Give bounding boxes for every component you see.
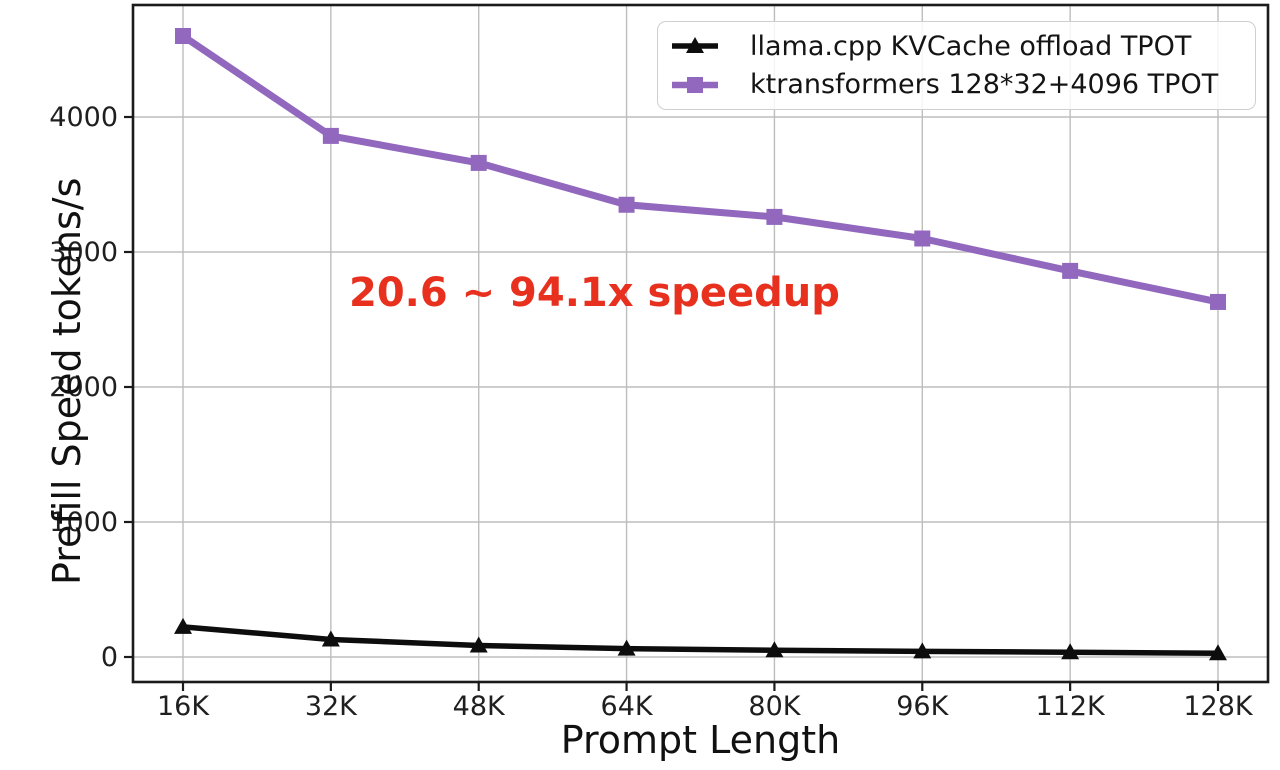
legend: llama.cpp KVCache offload TPOT ktransfor… bbox=[657, 21, 1256, 110]
line-square-marker-icon bbox=[672, 76, 718, 93]
data-point-marker bbox=[617, 639, 636, 656]
data-point-marker bbox=[914, 230, 931, 247]
data-point-marker bbox=[469, 636, 488, 653]
x-tick-label: 112K bbox=[1036, 691, 1107, 722]
data-point-marker bbox=[765, 641, 784, 658]
y-tick-label: 1000 bbox=[49, 507, 118, 538]
legend-label-llama-cpp: llama.cpp KVCache offload TPOT bbox=[750, 30, 1192, 62]
x-tick-label: 48K bbox=[453, 691, 506, 722]
y-tick-label: 4000 bbox=[49, 102, 118, 133]
data-point-marker bbox=[687, 76, 703, 93]
data-point-marker bbox=[1062, 262, 1079, 279]
x-tick-label: 96K bbox=[896, 691, 949, 722]
legend-item-ktransformers: ktransformers 128*32+4096 TPOT bbox=[668, 66, 1245, 104]
data-point-marker bbox=[1061, 643, 1080, 660]
data-point-marker bbox=[174, 617, 192, 634]
line-triangle-marker-icon bbox=[672, 37, 718, 54]
x-tick-label: 64K bbox=[601, 691, 654, 722]
data-point-marker bbox=[1209, 293, 1226, 310]
data-point-marker bbox=[766, 208, 783, 225]
x-tick-label: 80K bbox=[748, 691, 801, 722]
data-point-marker bbox=[321, 630, 340, 647]
data-point-marker bbox=[175, 28, 191, 44]
data-point-marker bbox=[686, 37, 704, 54]
x-tick-label: 128K bbox=[1183, 691, 1254, 722]
data-point-marker bbox=[470, 154, 487, 171]
y-axis-title: Prefill Speed tokens/s bbox=[45, 177, 89, 585]
x-axis-title: Prompt Length bbox=[560, 718, 841, 762]
y-tick-label: 3000 bbox=[49, 237, 118, 268]
y-tick-label: 0 bbox=[101, 642, 118, 673]
data-point-marker bbox=[1208, 644, 1227, 661]
legend-item-llama-cpp: llama.cpp KVCache offload TPOT bbox=[668, 27, 1245, 65]
series-line bbox=[182, 624, 1219, 656]
legend-label-ktransformers: ktransformers 128*32+4096 TPOT bbox=[750, 69, 1219, 101]
data-point-marker bbox=[913, 642, 932, 659]
series-line bbox=[181, 33, 1219, 306]
plot-border bbox=[131, 3, 1270, 684]
y-tick-label: 2000 bbox=[49, 372, 118, 403]
x-tick-label: 32K bbox=[305, 691, 358, 722]
data-point-marker bbox=[322, 127, 339, 144]
x-tick-label: 16K bbox=[157, 691, 210, 722]
data-point-marker bbox=[618, 196, 635, 213]
speedup-annotation: 20.6 ~ 94.1x speedup bbox=[349, 270, 840, 316]
